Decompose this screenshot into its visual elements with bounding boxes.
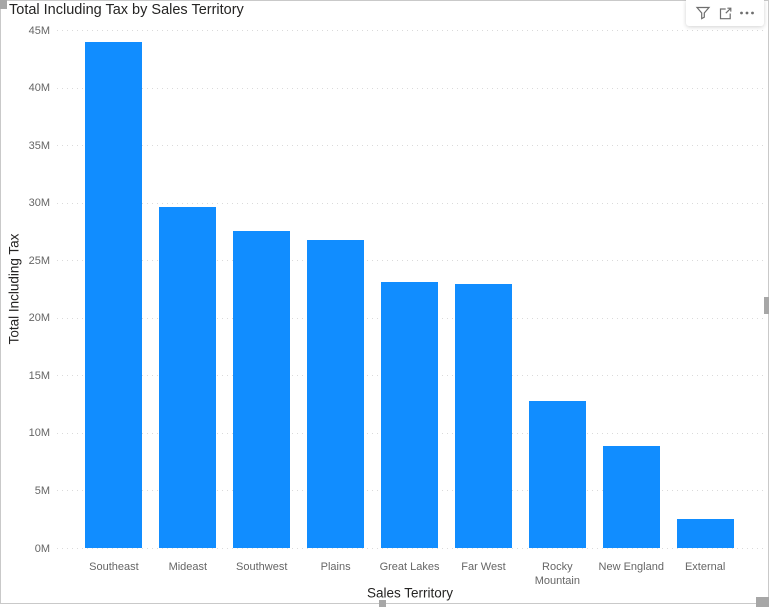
x-axis-tick-label: External — [684, 561, 726, 573]
more-options-icon[interactable] — [737, 3, 757, 23]
y-axis-tick-label: 5M — [34, 484, 50, 497]
y-axis-tick-label: 10M — [28, 427, 50, 440]
y-axis-tick-label: 15M — [28, 369, 50, 382]
bar-rocky-mountain[interactable] — [528, 400, 586, 548]
bar-mideast[interactable] — [159, 207, 217, 548]
bar-great-lakes[interactable] — [381, 282, 439, 548]
bar-plains[interactable] — [307, 239, 365, 548]
x-axis-tick-label: Southeast — [89, 561, 139, 573]
y-axis-tick-label: 20M — [28, 312, 50, 325]
bar-southeast[interactable] — [85, 41, 143, 548]
bar-external[interactable] — [676, 519, 734, 548]
y-axis-tick-label: 40M — [28, 82, 50, 95]
y-axis-tick-label: 25M — [28, 254, 50, 267]
x-axis-tick-label: Southwest — [236, 561, 288, 573]
gridline — [57, 145, 763, 147]
y-axis-tick-label: 35M — [28, 139, 50, 152]
visual-header-toolbar — [686, 0, 764, 26]
y-axis-tick-label: 0M — [34, 542, 50, 555]
visual-title: Total Including Tax by Sales Territory — [9, 2, 244, 18]
x-axis-title: Sales Territory — [366, 585, 454, 601]
resize-handle-bottom-right[interactable] — [756, 597, 769, 607]
expand-arrow-icon — [719, 7, 731, 19]
filter-icon[interactable] — [693, 3, 713, 23]
x-axis-tick-label: Mideast — [168, 561, 208, 573]
x-axis-tick-label: Far West — [461, 561, 506, 573]
visual-border-top — [0, 0, 769, 1]
x-axis-tick-label: Great Lakes — [379, 561, 440, 573]
resize-handle-bottom-middle[interactable] — [379, 600, 386, 607]
gridline — [57, 202, 763, 204]
x-axis-tick-label: New England — [598, 561, 664, 573]
ellipsis-icon — [740, 11, 754, 15]
focus-mode-icon[interactable] — [715, 3, 735, 23]
y-axis-title: Total Including Tax — [6, 233, 22, 345]
y-axis-tick-label: 45M — [28, 24, 50, 37]
funnel-icon — [695, 6, 711, 20]
gridline — [57, 548, 763, 549]
bar-new-england[interactable] — [602, 445, 660, 548]
y-axis-tick-label: 30M — [28, 197, 50, 210]
gridline — [57, 30, 763, 31]
resize-handle-top-left[interactable] — [0, 0, 7, 9]
bar-far-west[interactable] — [454, 284, 512, 548]
gridline — [57, 260, 763, 262]
resize-handle-right-middle[interactable] — [764, 297, 769, 314]
bar-southwest[interactable] — [233, 231, 291, 548]
x-axis-tick-label: Plains — [320, 561, 351, 573]
visual-border-left — [0, 0, 1, 604]
gridline — [57, 87, 763, 89]
x-axis-tick-label: Rocky Mountain — [534, 561, 580, 587]
